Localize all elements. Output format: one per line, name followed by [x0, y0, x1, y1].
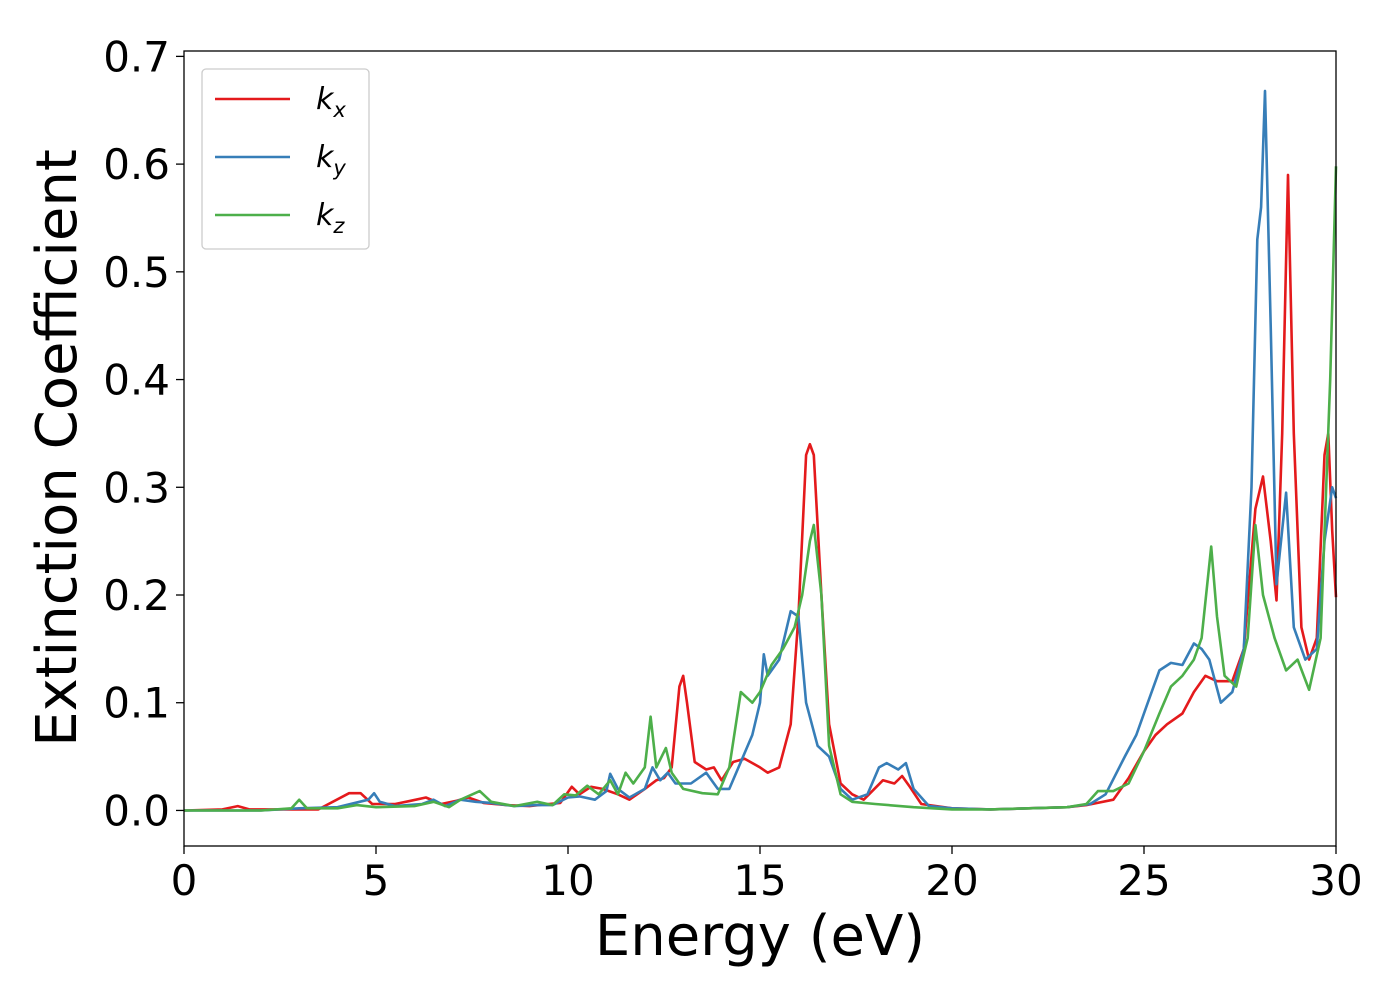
- y-tick-label: 0.6: [103, 140, 170, 189]
- x-tick-label: 10: [541, 856, 594, 905]
- x-tick-label: 25: [1117, 856, 1170, 905]
- x-axis-title: Energy (eV): [595, 904, 925, 969]
- y-tick-label: 0.7: [103, 32, 170, 81]
- y-tick-label: 0.1: [103, 679, 170, 728]
- series-line-kz: [184, 166, 1338, 812]
- y-tick-label: 0.2: [103, 571, 170, 620]
- x-tick-label: 0: [171, 856, 198, 905]
- y-tick-label: 0.4: [103, 356, 170, 405]
- y-axis: 0.0 0.1 0.2 0.3 0.4 0.5 0.6 0.7: [103, 32, 184, 835]
- y-tick-label: 0.0: [103, 786, 170, 835]
- y-axis-title: Extinction Coefficient: [25, 149, 90, 747]
- x-tick-label: 20: [925, 856, 978, 905]
- x-tick-label: 30: [1309, 856, 1362, 905]
- y-tick-label: 0.5: [103, 248, 170, 297]
- legend-box: [201, 68, 370, 250]
- series-line-kx: [183, 173, 1338, 812]
- x-tick-label: 15: [733, 856, 786, 905]
- series-lines: [183, 89, 1338, 812]
- y-tick-label: 0.3: [103, 463, 170, 512]
- x-axis: 0 5 10 15 20 25 30: [171, 846, 1363, 905]
- x-tick-label: 5: [363, 856, 390, 905]
